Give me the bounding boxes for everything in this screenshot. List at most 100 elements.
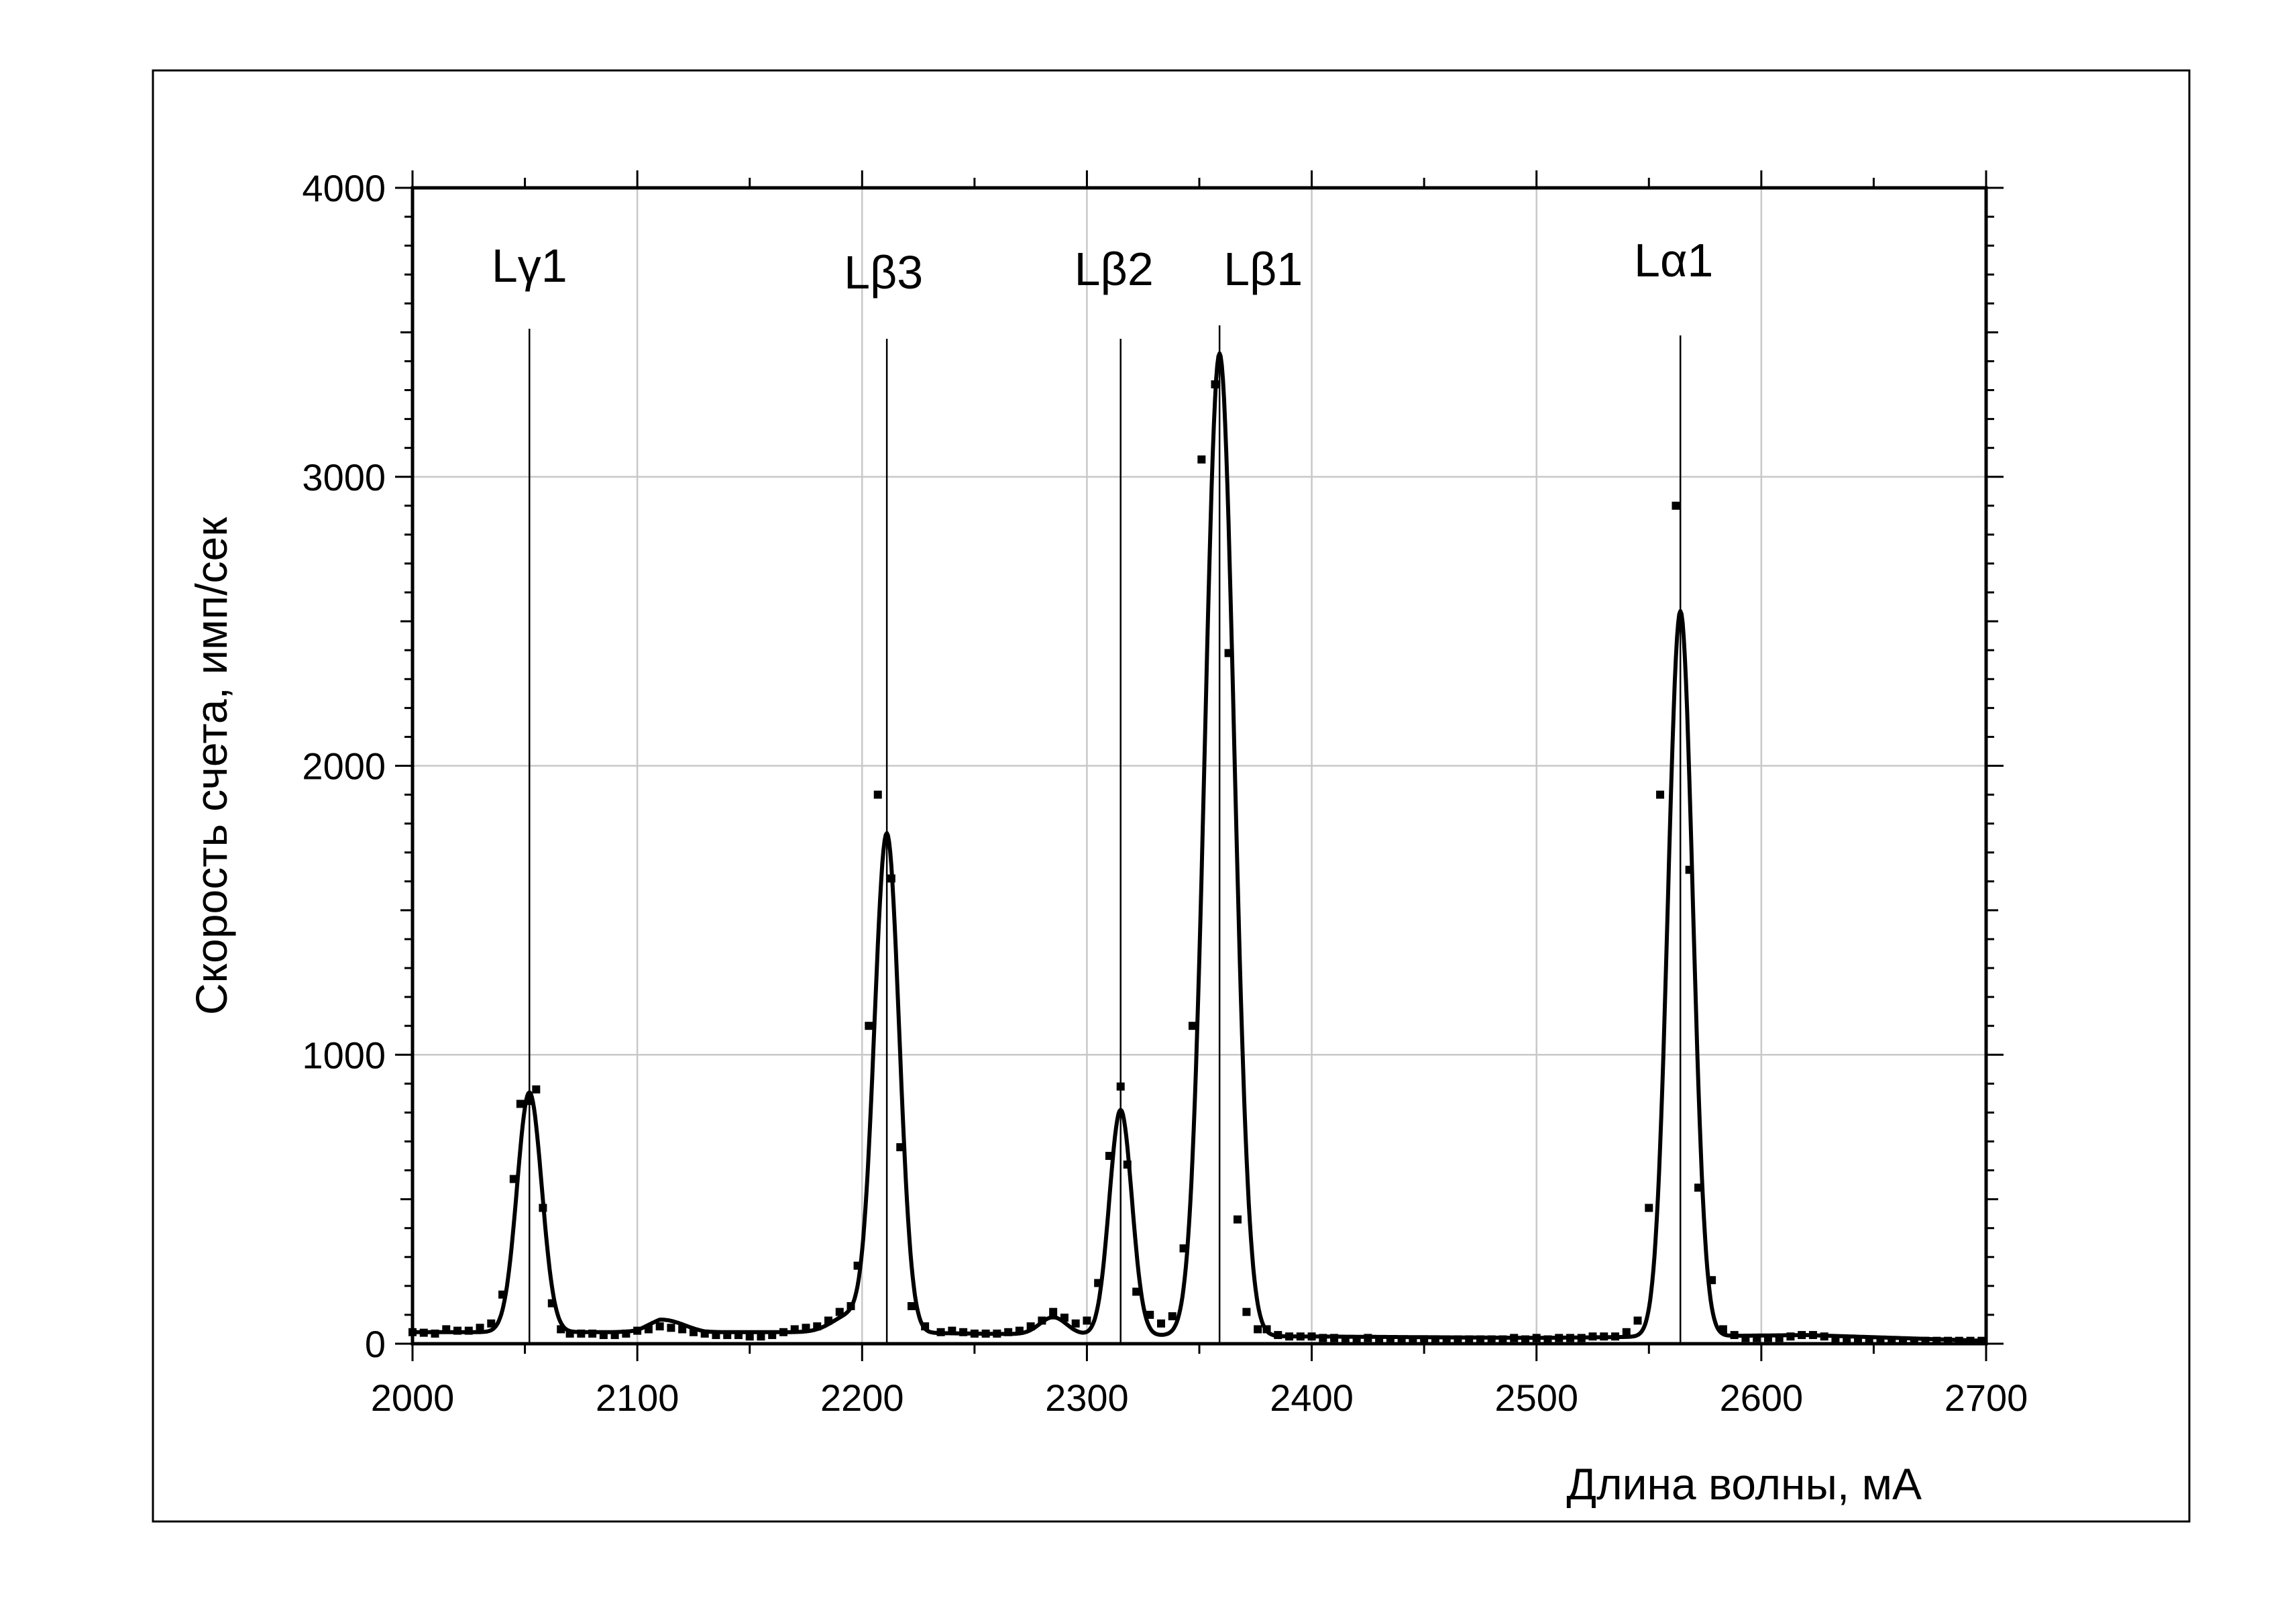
data-point	[1672, 501, 1680, 510]
data-point	[1622, 1328, 1631, 1336]
peak-label: Lβ1	[1223, 243, 1303, 295]
x-tick-label: 2500	[1494, 1377, 1578, 1419]
data-point	[689, 1328, 698, 1336]
data-point	[1319, 1334, 1327, 1342]
data-point	[1307, 1332, 1316, 1341]
data-point	[1645, 1204, 1653, 1212]
data-point	[873, 790, 882, 799]
data-point	[846, 1302, 855, 1311]
data-point	[525, 1097, 534, 1106]
peak-labels: Lγ1 Lβ3 Lβ2 Lβ1 Lα1	[492, 234, 1714, 299]
data-point	[1521, 1335, 1529, 1344]
data-point	[1224, 649, 1233, 657]
x-tick-label: 2600	[1720, 1377, 1804, 1419]
data-point	[1168, 1312, 1177, 1321]
data-point	[1179, 1244, 1188, 1252]
x-axis-title: Длина волны, мА	[1566, 1459, 1922, 1509]
data-point	[1577, 1334, 1586, 1342]
data-point	[1431, 1335, 1439, 1344]
data-point	[1197, 455, 1206, 464]
data-point	[1487, 1335, 1496, 1344]
data-point	[1786, 1332, 1795, 1341]
data-point	[577, 1329, 586, 1338]
data-point	[1798, 1331, 1806, 1340]
data-point	[1741, 1334, 1750, 1342]
data-point	[1262, 1325, 1271, 1334]
data-point	[1146, 1310, 1154, 1319]
data-point	[633, 1326, 642, 1335]
data-point	[487, 1319, 496, 1328]
data-point	[431, 1329, 439, 1338]
data-point	[1730, 1331, 1739, 1340]
peak-marker-lines	[529, 325, 1682, 1344]
y-tick-label: 2000	[302, 745, 386, 788]
data-point	[1157, 1319, 1166, 1328]
data-point	[723, 1331, 732, 1340]
x-axis-tick-labels: 2000 2100 2200 2300 2400 2500 2600 2700	[371, 1377, 2028, 1419]
x-tick-label: 2000	[371, 1377, 455, 1419]
data-point	[453, 1326, 462, 1335]
data-point	[655, 1322, 664, 1331]
data-point	[1397, 1335, 1406, 1344]
data-point	[1132, 1287, 1141, 1296]
data-point	[1083, 1316, 1091, 1325]
data-point	[547, 1299, 556, 1307]
data-point	[1060, 1314, 1069, 1322]
data-point	[1049, 1307, 1058, 1316]
data-point	[1588, 1332, 1597, 1341]
y-tick-label: 1000	[302, 1034, 386, 1076]
data-point	[1694, 1183, 1703, 1192]
data-point	[1808, 1331, 1817, 1340]
data-point	[1465, 1335, 1474, 1344]
data-point	[1352, 1335, 1361, 1344]
data-point	[1775, 1334, 1784, 1342]
x-tick-label: 2200	[820, 1377, 904, 1419]
data-point	[768, 1331, 777, 1340]
data-point	[1498, 1335, 1507, 1344]
data-point	[936, 1328, 945, 1336]
y-axis-title: Скорость счета, имп/сек	[186, 517, 236, 1015]
data-point	[921, 1322, 930, 1331]
data-point	[1364, 1334, 1372, 1342]
data-point	[1026, 1322, 1035, 1331]
data-point	[1004, 1328, 1013, 1336]
x-tick-label: 2300	[1045, 1377, 1129, 1419]
data-point	[712, 1331, 720, 1340]
data-point	[734, 1331, 743, 1340]
data-point	[959, 1328, 968, 1336]
data-point	[1233, 1215, 1242, 1224]
data-point	[1296, 1332, 1305, 1341]
data-points	[408, 380, 1986, 1345]
grid	[413, 188, 1986, 1344]
data-point	[1656, 790, 1665, 799]
x-tick-label: 2700	[1945, 1377, 2028, 1419]
peak-label: Lβ2	[1075, 243, 1154, 295]
data-point	[1611, 1332, 1620, 1341]
data-point	[1600, 1332, 1608, 1341]
data-point	[1718, 1325, 1727, 1334]
data-point	[1375, 1335, 1384, 1344]
data-point	[757, 1332, 765, 1341]
data-point	[1532, 1334, 1541, 1342]
data-point	[588, 1329, 597, 1338]
data-point	[464, 1326, 473, 1335]
data-point	[1763, 1334, 1772, 1342]
data-point	[1386, 1335, 1395, 1344]
data-point	[1753, 1334, 1761, 1342]
data-point	[532, 1085, 541, 1093]
data-point	[993, 1329, 1001, 1338]
data-point	[509, 1175, 518, 1183]
data-point	[1633, 1316, 1642, 1325]
data-point	[970, 1329, 979, 1338]
peak-label: Lα1	[1634, 234, 1713, 286]
data-point	[745, 1332, 754, 1341]
data-point	[1071, 1319, 1080, 1328]
fit-curve	[411, 351, 1987, 1343]
data-point	[1116, 1082, 1125, 1091]
data-point	[1820, 1332, 1828, 1341]
data-point	[1454, 1335, 1462, 1344]
peak-label: Lβ3	[844, 246, 923, 299]
data-point	[1094, 1279, 1103, 1287]
data-point	[1555, 1334, 1564, 1342]
